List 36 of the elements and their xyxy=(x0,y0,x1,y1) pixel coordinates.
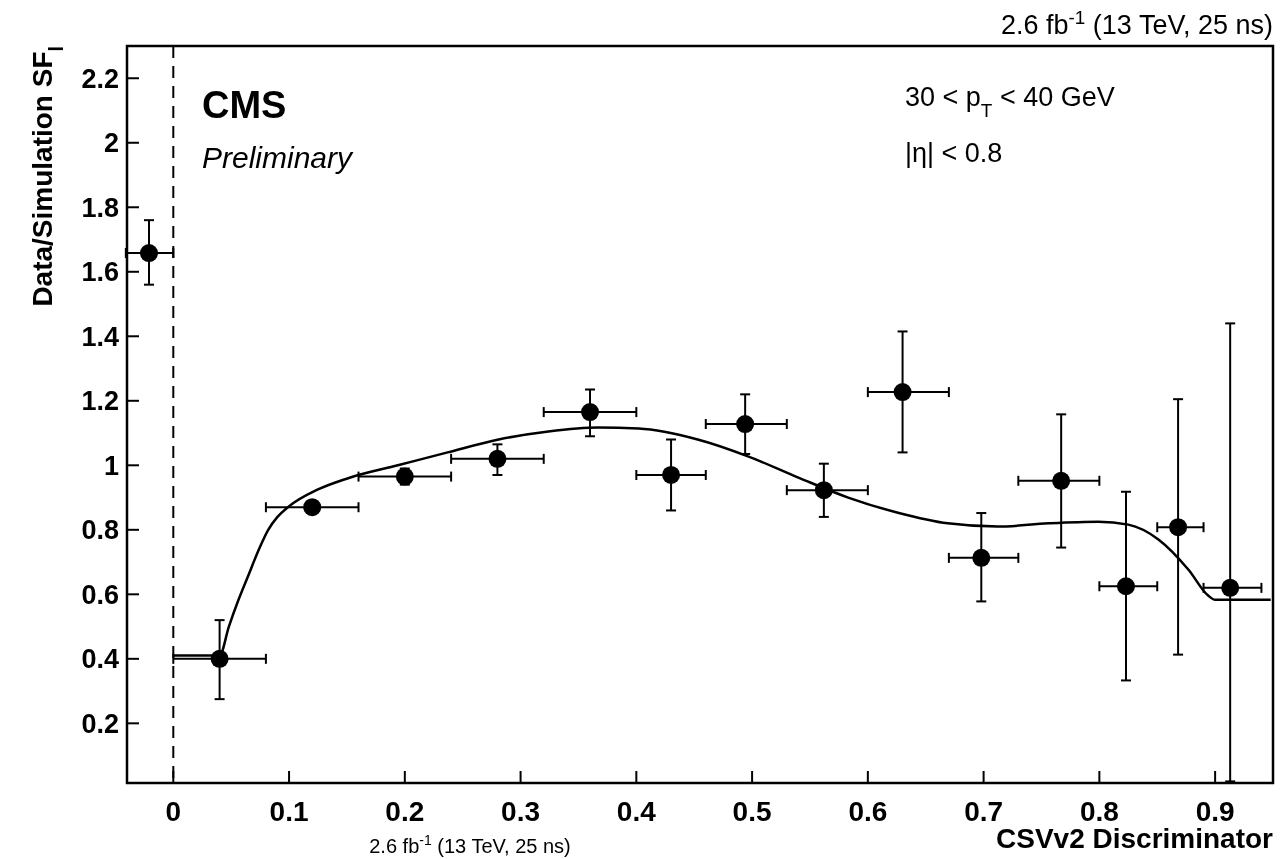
y-tick-label: 2.2 xyxy=(81,63,119,94)
x-tick-label: 0.1 xyxy=(269,796,309,827)
point xyxy=(1116,577,1135,596)
y-tick-label: 1.4 xyxy=(81,321,119,352)
point xyxy=(1052,471,1071,490)
annotation: CMS xyxy=(202,84,287,126)
annotation: 30 < p$_{T}$ < 40 GeV xyxy=(905,82,1115,121)
x-tick-label: 0.5 xyxy=(732,796,772,827)
point xyxy=(736,415,755,434)
x-tick-label: 0.2 xyxy=(385,796,425,827)
chart-title: 2.6 fb$^{-1}$ (13 TeV, 25 ns) xyxy=(1000,6,1273,40)
y-tick-label: 1.6 xyxy=(81,257,119,288)
point xyxy=(972,548,991,567)
point xyxy=(488,449,507,468)
x-tick-label: 0.6 xyxy=(848,796,888,827)
x-tick-label: 0.4 xyxy=(616,796,657,827)
point xyxy=(303,498,322,517)
y-tick-label: 2 xyxy=(103,128,119,159)
y-tick-label: 0.4 xyxy=(81,644,119,675)
text: 2.6 fb$^{-1}$ (13 TeV, 25 ns) xyxy=(369,832,571,857)
y-tick-label: 0.6 xyxy=(81,579,119,610)
y-tick-label: 1.2 xyxy=(81,386,119,417)
point xyxy=(581,403,600,422)
y-tick-label: 0.2 xyxy=(81,708,119,739)
point xyxy=(893,383,912,402)
y-tick-label: 0.8 xyxy=(81,515,119,546)
point xyxy=(1221,578,1240,597)
annotation: |η| < 0.8 xyxy=(905,138,1003,168)
x-tick-label: 0 xyxy=(165,796,182,827)
point xyxy=(139,244,158,263)
y-tick-label: 1 xyxy=(103,450,119,481)
y-tick-label: 1.8 xyxy=(81,192,119,223)
annotation: Preliminary xyxy=(202,141,355,174)
point xyxy=(1169,518,1188,537)
x-tick-label: 0.3 xyxy=(501,796,541,827)
point xyxy=(662,465,681,484)
